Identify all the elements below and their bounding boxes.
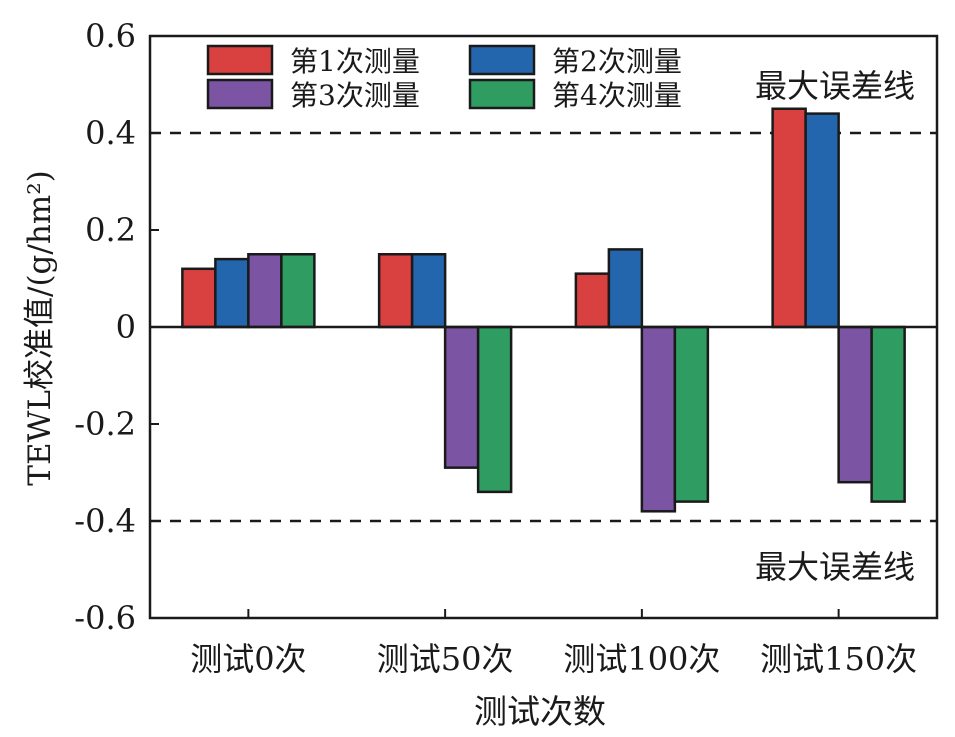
- bar: [640, 325, 677, 513]
- bar: [607, 248, 644, 329]
- legend-label: 第4次测量: [552, 79, 682, 112]
- y-tick-label: -0.6: [74, 599, 136, 637]
- bar: [870, 325, 906, 503]
- bar: [837, 325, 873, 484]
- y-tick-label: -0.4: [74, 502, 136, 540]
- legend-swatch: [206, 78, 274, 110]
- legend-swatch: [206, 44, 274, 76]
- bar: [181, 267, 217, 329]
- y-tick-label: 0.4: [85, 114, 136, 152]
- bar: [673, 325, 710, 503]
- bar: [574, 272, 611, 329]
- y-tick-label: 0.2: [85, 211, 136, 249]
- bar: [280, 253, 316, 329]
- x-category-label: 测试50次: [377, 640, 514, 678]
- bar: [476, 325, 513, 494]
- max-error-label: 最大误差线: [755, 67, 915, 105]
- legend-label: 第1次测量: [290, 45, 420, 78]
- bar: [377, 253, 414, 329]
- x-category-label: 测试0次: [190, 640, 306, 678]
- bar: [247, 253, 283, 329]
- bar: [410, 253, 447, 329]
- bar: [771, 107, 807, 329]
- y-tick-label: -0.2: [74, 405, 136, 443]
- legend-swatch: [468, 78, 536, 110]
- bar: [804, 112, 840, 329]
- legend-swatch: [468, 44, 536, 76]
- y-tick-label: 0.6: [85, 17, 136, 55]
- bar: [443, 325, 480, 469]
- y-axis-title: TEWL校准值/(g/hm²): [22, 170, 58, 485]
- y-tick-label: 0: [116, 308, 136, 346]
- x-category-label: 测试150次: [760, 640, 917, 678]
- legend-label: 第3次测量: [290, 79, 420, 112]
- max-error-label: 最大误差线: [755, 548, 915, 586]
- x-axis-title: 测试次数: [474, 692, 606, 731]
- bar: [214, 257, 250, 329]
- legend-label: 第2次测量: [552, 45, 682, 78]
- x-category-label: 测试100次: [563, 640, 720, 678]
